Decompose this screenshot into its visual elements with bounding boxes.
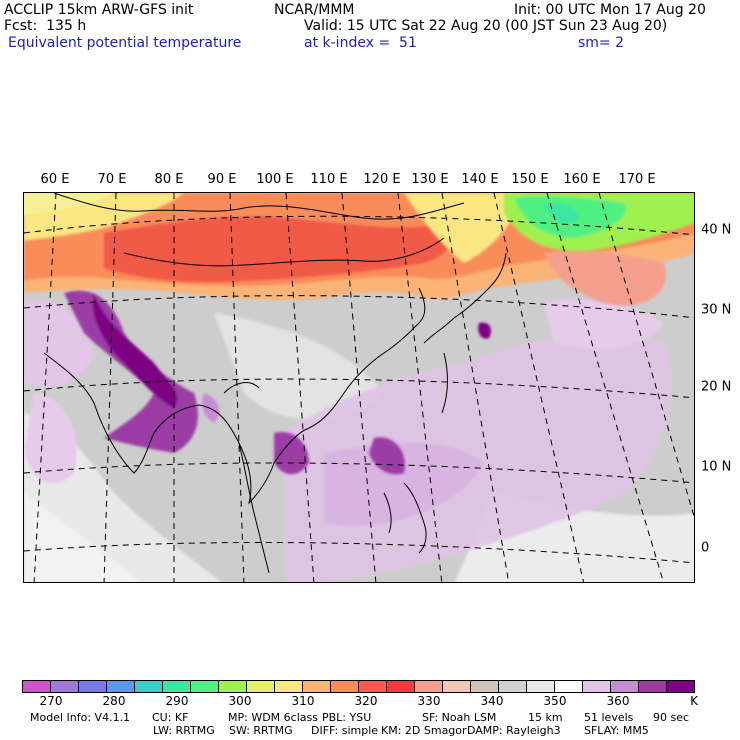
longitude-label: 140 E: [461, 172, 499, 187]
longitude-label: 110 E: [310, 172, 348, 187]
smoothing-label: sm= 2: [578, 35, 625, 51]
latitude-label: 10 N: [701, 459, 732, 475]
purple-south-asia-region: [64, 290, 491, 475]
level-label: at k-index = 51: [304, 35, 417, 51]
longitude-label: 120 E: [363, 172, 401, 187]
colorbar-tick-label: 290: [165, 694, 189, 708]
colorbar-tick-label: 360: [606, 694, 630, 708]
footer-item: CU: KF: [152, 711, 189, 724]
longitude-label: 70 E: [97, 172, 127, 187]
organization-label: NCAR/MMM: [274, 2, 355, 18]
field-name: Equivalent potential temperature: [8, 35, 242, 51]
colorbar-segment: [471, 681, 499, 693]
coastlines: [43, 193, 507, 574]
footer-item: 90 sec: [653, 711, 690, 724]
latitude-label: 20 N: [701, 379, 732, 395]
colorbar-segment: [611, 681, 639, 693]
init-time: Init: 00 UTC Mon 17 Aug 20: [514, 2, 706, 18]
colorbar-tick-label: 350: [543, 694, 567, 708]
footer-item: Model Info: V4.1.1: [30, 711, 131, 724]
longitude-label: 160 E: [563, 172, 601, 187]
colorbar-tick-label: 310: [291, 694, 315, 708]
colorbar-segment: [387, 681, 415, 693]
colorbar-segment: [583, 681, 611, 693]
footer-item: MP: WDM 6class: [228, 711, 318, 724]
colorbar-segment: [107, 681, 135, 693]
colorbar-segment: [135, 681, 163, 693]
colorbar-segment: [303, 681, 331, 693]
longitude-label: 150 E: [511, 172, 549, 187]
lavender-ocean-region: [24, 299, 672, 582]
map-canvas: [24, 193, 694, 582]
longitude-label: 130 E: [411, 172, 449, 187]
model-title: ACCLIP 15km ARW-GFS init: [4, 2, 194, 18]
latitude-label: 30 N: [701, 302, 732, 318]
colorbar: [23, 681, 695, 693]
longitude-label: 90 E: [207, 172, 237, 187]
colorbar-segment: [527, 681, 555, 693]
latitude-label: 0: [701, 540, 710, 556]
colorbar-unit: K: [690, 694, 698, 708]
footer-item: LW: RRTMG: [153, 724, 215, 737]
footer-item: SW: RRTMG: [229, 724, 293, 737]
colorbar-segment: [499, 681, 527, 693]
colorbar-segment: [331, 681, 359, 693]
footer-item: DIFF: simple: [311, 724, 379, 737]
colorbar-segment: [639, 681, 667, 693]
colorbar-segment: [443, 681, 471, 693]
colorbar-tick-label: 340: [480, 694, 504, 708]
colorbar-segment: [23, 681, 51, 693]
longitude-label: 100 E: [256, 172, 294, 187]
valid-time: Valid: 15 UTC Sat 22 Aug 20 (00 JST Sun …: [304, 18, 668, 34]
latitude-label: 40 N: [701, 222, 732, 238]
colorbar-segment: [415, 681, 443, 693]
longitude-label: 60 E: [40, 172, 70, 187]
longitude-label: 170 E: [618, 172, 656, 187]
colorbar-segment: [163, 681, 191, 693]
colorbar-tick-label: 280: [102, 694, 126, 708]
footer-item: PBL: YSU: [322, 711, 372, 724]
graticule: [24, 193, 694, 582]
colorbar-segment: [667, 681, 695, 693]
colorbar-segment: [359, 681, 387, 693]
footer-item: 15 km: [528, 711, 563, 724]
colorbar-segment: [219, 681, 247, 693]
footer-item: SF: Noah LSM: [422, 711, 497, 724]
colorbar-segment: [51, 681, 79, 693]
colorbar-tick-label: 320: [354, 694, 378, 708]
colorbar-tick-label: 270: [39, 694, 63, 708]
colorbar-tick-label: 330: [417, 694, 441, 708]
colorbar-segment: [79, 681, 107, 693]
forecast-hour: Fcst: 135 h: [4, 18, 87, 34]
colorbar-segment: [191, 681, 219, 693]
colorbar-segment: [275, 681, 303, 693]
footer-item: KM: 2D Smagor: [381, 724, 467, 737]
footer-item: DAMP: Rayleigh3: [467, 724, 561, 737]
colorbar-segment: [247, 681, 275, 693]
colorbar-tick-label: 300: [228, 694, 252, 708]
longitude-label: 80 E: [154, 172, 184, 187]
colorbar-segment: [555, 681, 583, 693]
footer-item: 51 levels: [584, 711, 634, 724]
map-panel: [23, 192, 695, 583]
footer-item: SFLAY: MM5: [584, 724, 649, 737]
